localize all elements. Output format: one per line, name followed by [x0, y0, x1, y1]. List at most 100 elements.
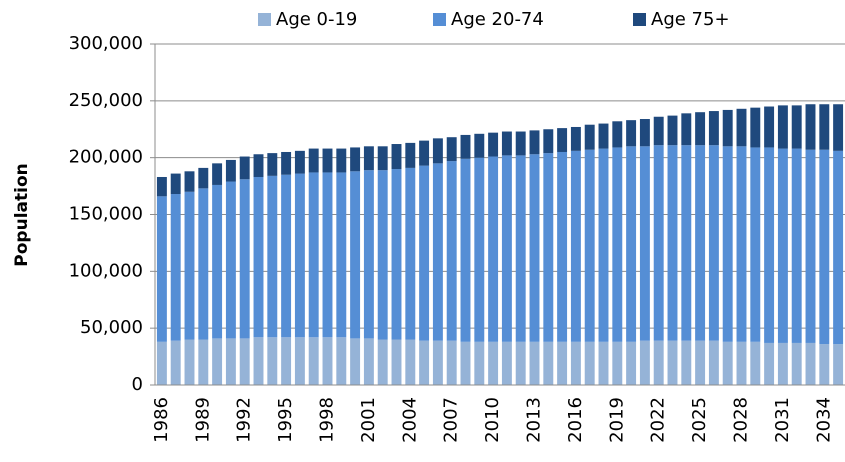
x-tick-label: 2025: [689, 397, 710, 443]
bar-segment: [515, 341, 526, 385]
x-tick-label: 2019: [606, 397, 627, 443]
y-tick-label: 300,000: [69, 33, 143, 54]
bar-segment: [708, 340, 719, 385]
bar-segment: [750, 341, 761, 385]
bar-segment: [791, 342, 802, 385]
bar-segment: [764, 106, 775, 148]
bar-segment: [350, 147, 361, 172]
bar-segment: [570, 341, 581, 385]
bar-segment: [432, 163, 443, 341]
bar-segment: [267, 337, 278, 385]
bar-segment: [819, 104, 830, 150]
bar-segment: [639, 119, 650, 147]
bar-segment: [708, 111, 719, 146]
bar-segment: [612, 341, 623, 385]
bar-segment: [667, 115, 678, 146]
bar-segment: [294, 173, 305, 338]
bar-segment: [336, 337, 347, 385]
bar-segment: [184, 171, 195, 192]
bar-segment: [170, 340, 181, 385]
bar-segment: [653, 116, 664, 146]
bar-segment: [432, 138, 443, 164]
bar-segment: [708, 145, 719, 341]
bar-segment: [515, 131, 526, 156]
y-tick-label: 200,000: [69, 147, 143, 168]
x-tick-label: 2013: [524, 397, 545, 443]
bar-segment: [322, 148, 333, 173]
bar-segment: [156, 176, 167, 197]
bar-segment: [322, 172, 333, 338]
bar-segment: [308, 148, 319, 173]
bar-segment: [253, 176, 264, 338]
bar-segment: [543, 129, 554, 154]
bar-segment: [198, 167, 209, 189]
bar-segment: [791, 148, 802, 343]
bar-segment: [281, 151, 292, 175]
bar-segment: [833, 344, 844, 385]
bar-segment: [736, 146, 747, 342]
bar-segment: [612, 121, 623, 148]
bar-segment: [639, 146, 650, 341]
bar-segment: [736, 108, 747, 147]
bar-segment: [543, 341, 554, 385]
legend-swatch: [633, 13, 646, 26]
legend-label: Age 75+: [651, 9, 730, 30]
bar-segment: [212, 163, 223, 185]
bar-segment: [391, 339, 402, 385]
bar-segment: [543, 153, 554, 342]
bar-segment: [750, 147, 761, 342]
bar-segment: [460, 134, 471, 159]
bar-segment: [805, 149, 816, 343]
x-tick-label: 2034: [813, 397, 834, 443]
y-tick-label: 150,000: [69, 204, 143, 225]
bar-segment: [363, 338, 374, 385]
bar-segment: [281, 337, 292, 385]
bar-segment: [377, 146, 388, 171]
legend-label: Age 20-74: [451, 9, 544, 30]
bar-segment: [626, 341, 637, 385]
bar-segment: [474, 341, 485, 385]
bar-segment: [253, 337, 264, 385]
bar-segment: [281, 174, 292, 338]
bar-segment: [501, 131, 512, 156]
x-tick-label: 2004: [399, 397, 420, 443]
bar-segment: [156, 196, 167, 342]
bar-segment: [584, 124, 595, 150]
bar-segment: [336, 172, 347, 338]
bar-segment: [681, 145, 692, 341]
bar-segment: [584, 341, 595, 385]
bar-segment: [184, 191, 195, 340]
x-tick-label: 2001: [358, 397, 379, 443]
bar-segment: [598, 341, 609, 385]
x-tick-label: 1998: [317, 397, 338, 443]
bar-segment: [501, 155, 512, 342]
x-tick-label: 1986: [151, 397, 172, 443]
x-tick-label: 2016: [565, 397, 586, 443]
bar-segment: [198, 339, 209, 385]
bar-segment: [322, 337, 333, 385]
bar-segment: [308, 172, 319, 338]
bar-segment: [170, 194, 181, 341]
y-tick-label: 100,000: [69, 260, 143, 281]
bar-segment: [225, 159, 236, 182]
bar-segment: [598, 148, 609, 342]
bar-segment: [488, 341, 499, 385]
bar-segment: [212, 338, 223, 385]
x-tick-label: 1995: [275, 397, 296, 443]
x-tick-label: 2031: [772, 397, 793, 443]
bar-segment: [419, 165, 430, 341]
bar-segment: [294, 337, 305, 385]
bar-segment: [446, 340, 457, 385]
bar-segment: [419, 340, 430, 385]
bar-segment: [570, 150, 581, 342]
bar-segment: [791, 105, 802, 149]
x-tick-label: 1992: [234, 397, 255, 443]
bar-segment: [764, 342, 775, 385]
bar-segment: [432, 340, 443, 385]
bar-segment: [225, 338, 236, 385]
bar-segment: [488, 132, 499, 157]
bar-segment: [833, 104, 844, 151]
bar-segment: [764, 147, 775, 343]
x-tick-label: 1989: [192, 397, 213, 443]
bar-segment: [695, 112, 706, 146]
